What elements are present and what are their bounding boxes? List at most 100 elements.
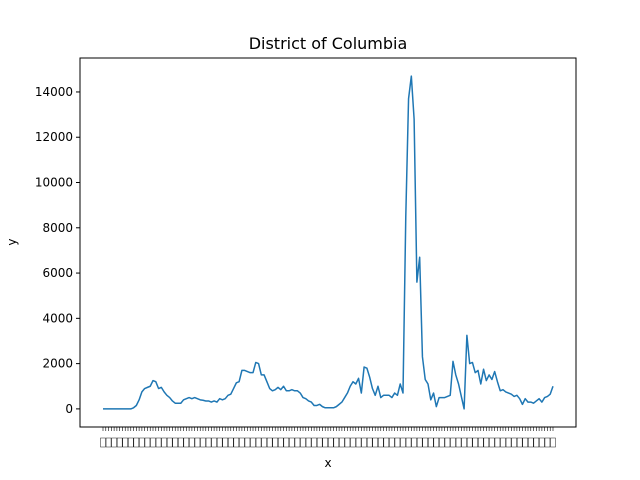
- y-tick-label: 10000: [35, 176, 73, 190]
- x-axis-label: x: [324, 456, 331, 470]
- x-tick-label: [461, 437, 467, 448]
- x-tick-label: [150, 437, 156, 448]
- x-tick-label: [539, 437, 545, 448]
- x-tick-label: [478, 437, 484, 448]
- x-tick-label: [333, 437, 340, 448]
- x-tick-label: [139, 437, 145, 448]
- x-tick-label: [233, 437, 240, 448]
- x-tick-label: [500, 437, 506, 448]
- x-tick-label: [550, 437, 556, 448]
- x-tick-label: [211, 437, 217, 448]
- x-tick-label: [294, 437, 301, 448]
- x-tick-label: [389, 437, 395, 448]
- x-tick-label: [466, 437, 473, 448]
- x-tick-label: [283, 437, 290, 448]
- x-tick-label: [111, 437, 117, 448]
- x-tick-label: [511, 437, 517, 448]
- x-tick-label: [439, 437, 445, 448]
- series-layer: [103, 75, 554, 410]
- y-axis-label: y: [5, 238, 19, 245]
- x-tick-label: [183, 437, 190, 448]
- x-tick-label: [328, 437, 334, 448]
- x-tick-label: [278, 437, 284, 448]
- x-tick-label: [422, 437, 428, 448]
- chart-title: District of Columbia: [249, 34, 408, 53]
- x-tick-label: [366, 437, 373, 448]
- x-tick-label: [155, 437, 162, 448]
- x-tick-label: [178, 437, 184, 448]
- x-tick-label: [261, 437, 267, 448]
- x-tick-label: [216, 437, 223, 448]
- x-tick-label: [533, 437, 540, 448]
- x-tick-label: [133, 437, 140, 448]
- x-tick-label: [322, 437, 328, 448]
- x-tick-label: [205, 437, 212, 448]
- y-tick-label: 14000: [35, 85, 73, 99]
- x-tick-label: [105, 437, 112, 448]
- y-tick-label: 8000: [42, 221, 73, 235]
- x-tick-label: [505, 437, 512, 448]
- x-tick-label: [189, 437, 195, 448]
- x-tick-label: [522, 437, 528, 448]
- x-tick-label: [305, 437, 312, 448]
- x-tick-label: [472, 437, 478, 448]
- x-tick-label: [266, 437, 273, 448]
- y-tick-label: 2000: [42, 357, 73, 371]
- x-tick-label: [400, 437, 406, 448]
- x-tick-label: [228, 437, 234, 448]
- x-tick-label: [116, 437, 123, 448]
- x-tick-label: [339, 437, 345, 448]
- y-tick-label: 4000: [42, 311, 73, 325]
- y-tick-label: 12000: [35, 130, 73, 144]
- x-tick-label: [272, 437, 278, 448]
- x-tick-label: [300, 437, 306, 448]
- x-tick-label: [411, 437, 417, 448]
- y-axis: 0 2000 4000 6000 8000 10000 12000 14000: [35, 85, 80, 416]
- x-axis: [100, 427, 556, 448]
- x-tick-label: [444, 437, 451, 448]
- x-tick-label: [239, 437, 245, 448]
- x-tick-label: [405, 437, 412, 448]
- x-tick-label: [200, 437, 206, 448]
- x-tick-label: [489, 437, 495, 448]
- x-tick-label: [222, 437, 228, 448]
- x-tick-label: [361, 437, 367, 448]
- x-tick-label: [528, 437, 534, 448]
- x-tick-label: [378, 437, 384, 448]
- x-tick-label: [483, 437, 490, 448]
- x-tick-label: [289, 437, 295, 448]
- x-tick-label: [122, 437, 128, 448]
- x-tick-label: [355, 437, 362, 448]
- x-tick-label: [128, 437, 134, 448]
- x-tick-label: [250, 437, 256, 448]
- x-tick-label: [100, 437, 106, 448]
- x-tick-label: [172, 437, 178, 448]
- x-tick-label: [416, 437, 423, 448]
- x-tick-label: [494, 437, 501, 448]
- x-tick-label: [344, 437, 351, 448]
- y-tick-label: 0: [65, 402, 73, 416]
- x-tick-label: [428, 437, 434, 448]
- x-tick-label: [144, 437, 151, 448]
- x-tick-label: [394, 437, 401, 448]
- x-tick-label: [166, 437, 173, 448]
- x-tick-label: [455, 437, 462, 448]
- x-tick-label: [544, 437, 551, 448]
- x-tick-label: [372, 437, 378, 448]
- x-tick-label: [433, 437, 440, 448]
- x-tick-label: [383, 437, 390, 448]
- x-tick-label: [194, 437, 201, 448]
- x-tick-label: [316, 437, 323, 448]
- y-tick-label: 6000: [42, 266, 73, 280]
- x-tick-label: [516, 437, 523, 448]
- series-line: [103, 75, 554, 410]
- x-tick-label: [311, 437, 317, 448]
- x-tick-label: [255, 437, 262, 448]
- x-tick-label: [161, 437, 167, 448]
- x-tick-label: [450, 437, 456, 448]
- plot-frame: [79, 57, 577, 428]
- x-tick-label: [350, 437, 356, 448]
- x-tick-label: [244, 437, 251, 448]
